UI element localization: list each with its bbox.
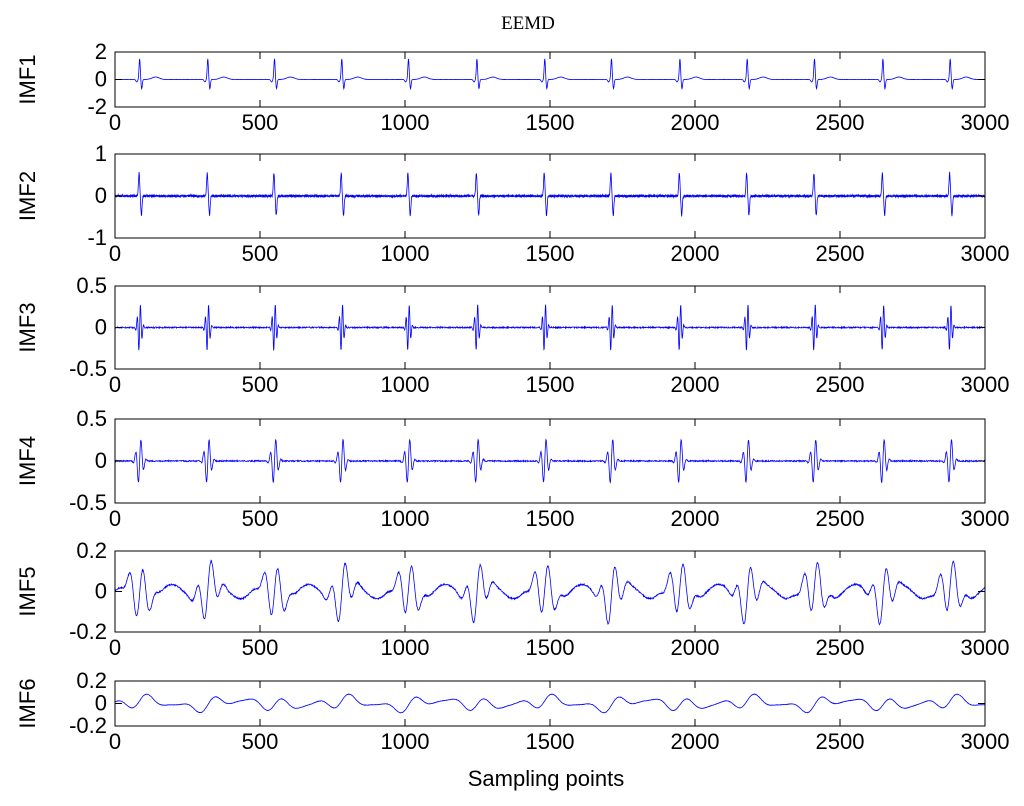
x-tick-label: 1500 [526,635,575,660]
y-tick-label: -0.2 [69,713,107,738]
x-tick-label: 3000 [961,506,1010,531]
y-tick-label: 0.2 [76,538,107,563]
y-tick-label: 0 [95,315,107,340]
y-tick-label: 2 [95,39,107,64]
y-tick-label: -0.5 [69,356,107,381]
x-tick-label: 2000 [671,506,720,531]
x-tick-label: 2000 [671,635,720,660]
x-tick-label: 0 [109,506,121,531]
y-tick-label: -1 [87,225,107,250]
y-tick-label: 0 [95,448,107,473]
y-tick-label: 0 [95,691,107,716]
y-tick-label: 0.5 [76,273,107,298]
x-tick-label: 3000 [961,729,1010,754]
x-tick-label: 500 [242,241,279,266]
y-axis-label: IMF4 [15,436,40,486]
x-tick-label: 0 [109,110,121,135]
x-tick-label: 3000 [961,635,1010,660]
x-tick-label: 1000 [381,110,430,135]
subplot-imf1: 0 500 1000 1500 2000 2500 3000 2 0-2 IMF1 [15,39,1009,135]
x-tick-label: 1500 [526,506,575,531]
chart-title: EEMD [501,13,555,34]
axes-frame [114,550,986,633]
y-tick-label: -0.5 [69,490,107,515]
x-tick-label: 3000 [961,110,1010,135]
x-tick-label: 0 [109,729,121,754]
x-tick-label: 2500 [816,729,865,754]
y-tick-label: 1 [95,141,107,166]
x-tick-label: 1500 [526,241,575,266]
x-tick-label: 2500 [816,110,865,135]
y-tick-label: 0 [95,67,107,92]
x-tick-label: 0 [109,635,121,660]
y-axis-label: IMF1 [15,54,40,104]
y-axis-label: IMF3 [15,302,40,352]
x-tick-label: 500 [242,110,279,135]
y-tick-label: -2 [87,94,107,119]
trace-imf1 [115,58,985,91]
x-tick-label: 2000 [671,729,720,754]
x-axis-label: Sampling points [468,766,625,791]
x-tick-label: 500 [242,372,279,397]
x-tick-label: 1000 [381,635,430,660]
x-tick-label: 1500 [526,729,575,754]
x-tick-label: 500 [242,635,279,660]
y-tick-label: -0.2 [69,619,107,644]
x-tick-label: 3000 [961,241,1010,266]
x-tick-label: 1000 [381,506,430,531]
trace-imf2 [115,171,985,217]
x-tick-label: 2000 [671,110,720,135]
trace-imf4 [115,438,985,484]
y-axis-label: IMF5 [15,566,40,616]
y-tick-label: 0 [95,579,107,604]
x-tick-label: 0 [109,372,121,397]
x-tick-label: 1000 [381,241,430,266]
x-tick-label: 1500 [526,110,575,135]
y-tick-label: 0.2 [76,668,107,693]
x-tick-label: 2500 [816,372,865,397]
trace-imf3 [115,304,985,352]
x-tick-label: 2000 [671,372,720,397]
trace-imf5 [115,559,985,626]
x-tick-label: 0 [109,241,121,266]
x-tick-label: 2000 [671,241,720,266]
trace-imf6 [115,693,985,714]
y-tick-label: 0 [95,183,107,208]
x-tick-label: 500 [242,729,279,754]
y-axis-label: IMF2 [15,171,40,221]
x-tick-label: 2500 [816,506,865,531]
x-tick-label: 1000 [381,729,430,754]
x-tick-label: 1000 [381,372,430,397]
x-tick-label: 2500 [816,635,865,660]
x-tick-label: 500 [242,506,279,531]
x-tick-label: 3000 [961,372,1010,397]
x-tick-label: 2500 [816,241,865,266]
y-axis-label: IMF6 [15,678,40,728]
x-tick-label: 1500 [526,372,575,397]
y-tick-label: 0.5 [76,406,107,431]
